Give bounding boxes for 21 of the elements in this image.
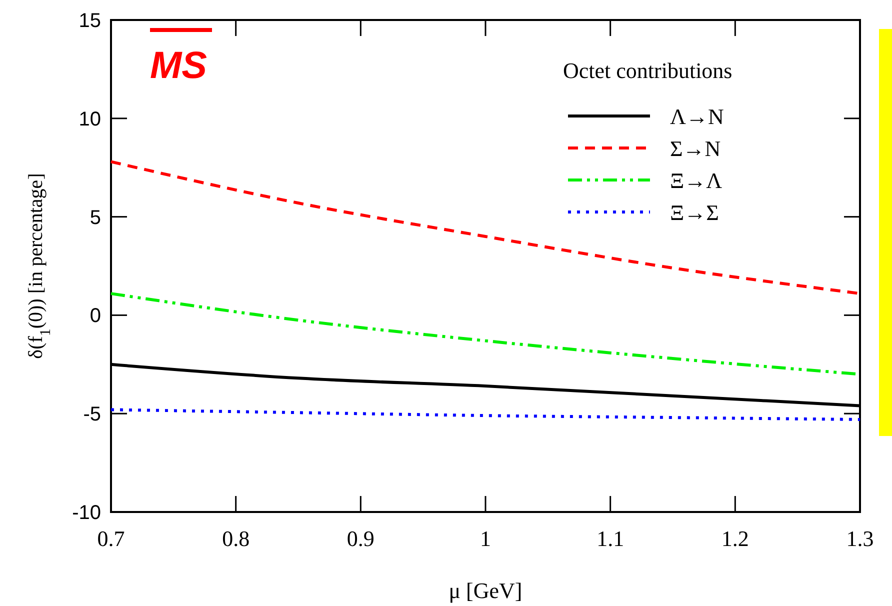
x-tick-label: 0.9	[346, 526, 374, 551]
x-tick-label: 0.7	[97, 526, 125, 551]
y-tick-label: 10	[78, 108, 101, 130]
y-tick-label: -10	[72, 502, 101, 524]
legend-title: Octet contributions	[563, 58, 732, 83]
annotation: MS	[150, 45, 207, 87]
y-tick-label: 0	[90, 305, 101, 328]
legend-label: Λ→N	[670, 104, 724, 129]
x-axis-title: μ [GeV]	[448, 578, 522, 603]
y-tick-label: 5	[90, 206, 101, 229]
legend-label: Ξ→Λ	[670, 168, 722, 193]
x-tick-label: 1.1	[596, 526, 624, 551]
line-series	[110, 408, 862, 422]
x-tick-label: 0.8	[222, 526, 250, 551]
y-tick-label: 15	[78, 10, 101, 32]
x-tick-label: 1.3	[846, 526, 874, 551]
x-tick-label: 1.2	[721, 526, 749, 551]
x-tick-label: 1	[480, 526, 491, 551]
y-tick-label: -5	[83, 404, 101, 426]
legend-label: Ξ→Σ	[670, 200, 719, 225]
legend-label: Σ→N	[670, 136, 721, 161]
